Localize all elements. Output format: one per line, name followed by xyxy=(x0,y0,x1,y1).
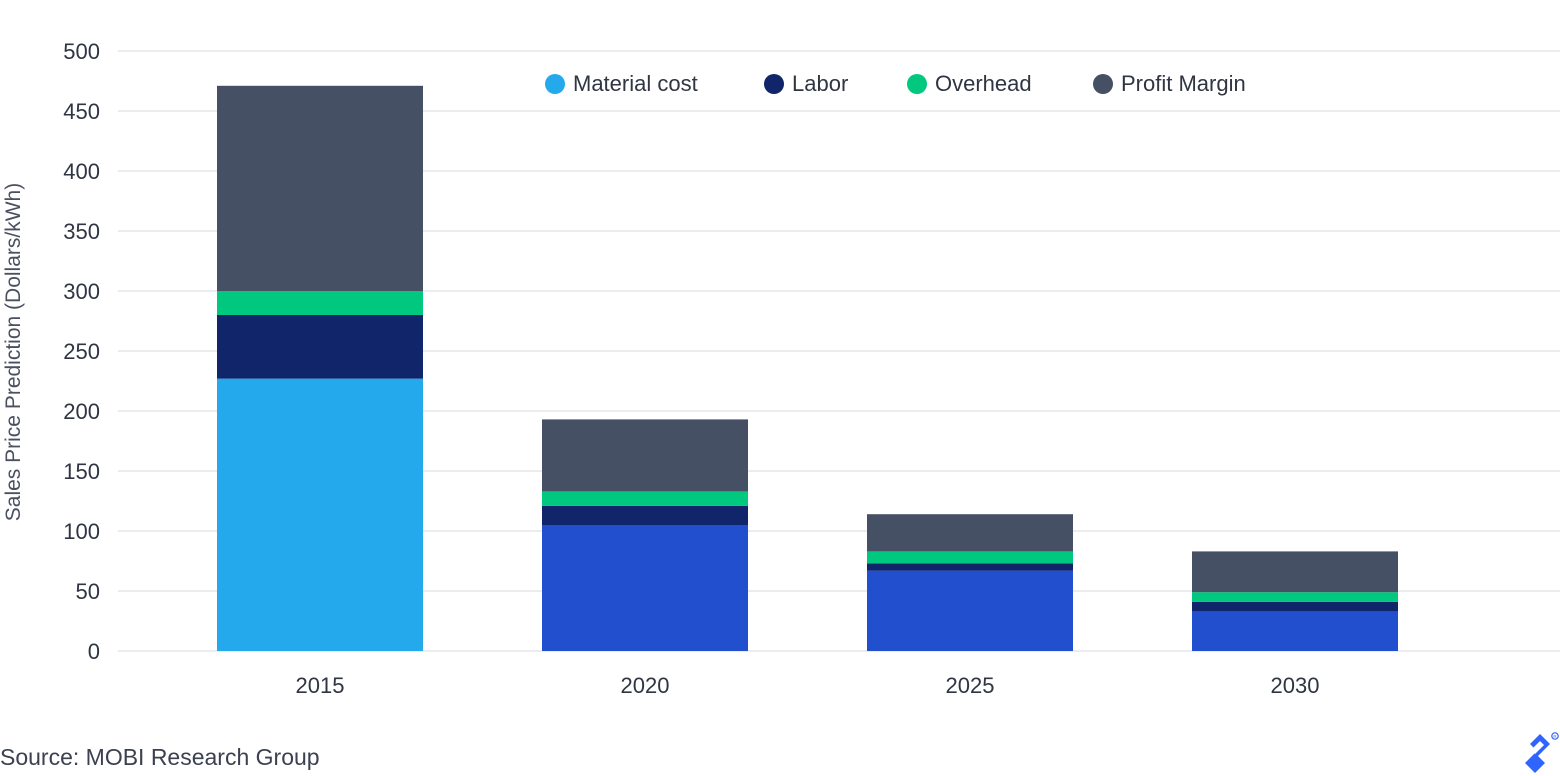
toptal-logo-icon: R xyxy=(1525,732,1559,773)
legend-marker-material-cost xyxy=(545,74,565,94)
source-caption: Source: MOBI Research Group xyxy=(0,744,320,770)
bar-2015-overhead xyxy=(217,291,423,315)
y-tick-label: 350 xyxy=(63,219,100,244)
x-tick-label: 2030 xyxy=(1271,673,1320,698)
y-tick-label: 50 xyxy=(76,579,100,604)
x-tick-label: 2020 xyxy=(621,673,670,698)
x-tick-label: 2025 xyxy=(946,673,995,698)
svg-text:R: R xyxy=(1553,734,1557,739)
y-tick-label: 0 xyxy=(88,639,100,664)
legend-label-overhead: Overhead xyxy=(935,71,1032,96)
x-tick-labels: 2015 2020 2025 2030 xyxy=(296,673,1320,698)
bars xyxy=(217,85,1398,651)
y-tick-label: 400 xyxy=(63,159,100,184)
legend-label-profit-margin: Profit Margin xyxy=(1121,71,1246,96)
legend-marker-labor xyxy=(764,74,784,94)
bar-2020-overhead xyxy=(542,491,748,506)
bar-2020-labor xyxy=(542,505,748,525)
legend-label-labor: Labor xyxy=(792,71,848,96)
bar-2015-material-cost xyxy=(217,378,423,651)
bar-2020-material-cost xyxy=(542,525,748,651)
y-tick-labels: 0 50 100 150 200 250 300 350 400 450 500 xyxy=(63,39,100,664)
y-tick-label: 200 xyxy=(63,399,100,424)
bar-2020-profit-margin xyxy=(542,419,748,492)
y-tick-label: 450 xyxy=(63,99,100,124)
y-tick-label: 100 xyxy=(63,519,100,544)
bar-2025-profit-margin xyxy=(867,514,1073,552)
bar-2030-material-cost xyxy=(1192,611,1398,651)
x-tick-label: 2015 xyxy=(296,673,345,698)
bar-2030-profit-margin xyxy=(1192,551,1398,593)
bar-2015-profit-margin xyxy=(217,85,423,291)
y-tick-label: 250 xyxy=(63,339,100,364)
y-axis-title: Sales Price Prediction (Dollars/kWh) xyxy=(2,183,25,521)
bar-2025-material-cost xyxy=(867,570,1073,651)
bar-2015-labor xyxy=(217,315,423,379)
y-tick-label: 500 xyxy=(63,39,100,64)
y-tick-label: 150 xyxy=(63,459,100,484)
legend-marker-profit-margin xyxy=(1093,74,1113,94)
y-tick-label: 300 xyxy=(63,279,100,304)
legend-marker-overhead xyxy=(907,74,927,94)
bar-2025-labor xyxy=(867,563,1073,571)
bar-2030-overhead xyxy=(1192,592,1398,602)
legend: Material cost Labor Overhead Profit Margin xyxy=(545,71,1246,96)
bar-2025-overhead xyxy=(867,551,1073,564)
legend-label-material-cost: Material cost xyxy=(573,71,698,96)
bar-2030-labor xyxy=(1192,601,1398,612)
